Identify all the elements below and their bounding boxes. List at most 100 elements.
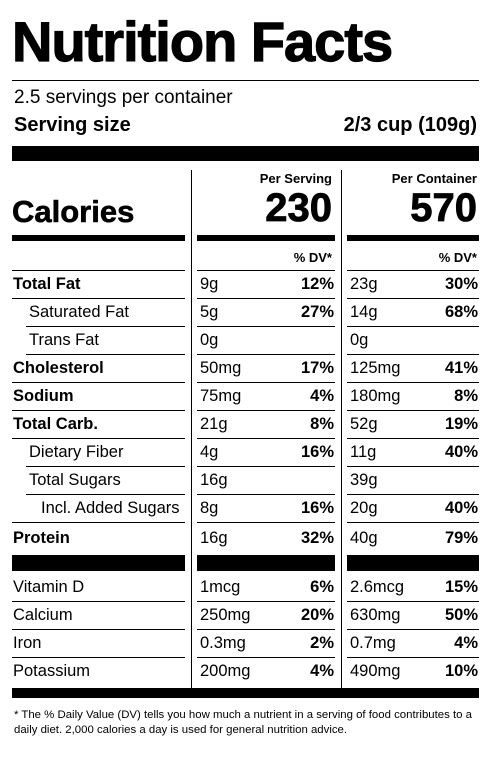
- nutrient-row-divider: [197, 466, 335, 467]
- vitamin-row-divider: [197, 629, 335, 630]
- dv-header-container: % DV*: [438, 250, 477, 265]
- nutrient-serving-amount: 21g: [200, 415, 228, 433]
- vitamin-serving-dv: 6%: [310, 578, 334, 596]
- nutrient-name: Trans Fat: [29, 331, 99, 349]
- nutrient-row-divider: [12, 522, 185, 523]
- nutrient-row-divider: [347, 410, 479, 411]
- nutrient-row-divider: [26, 494, 185, 495]
- calories-rule-3: [347, 235, 479, 241]
- serving-size-value: 2/3 cup (109g): [343, 114, 477, 136]
- vitamin-serving-dv: 20%: [300, 606, 334, 624]
- vitamin-container-amount: 490mg: [350, 662, 401, 680]
- per-container-header: Per Container: [391, 171, 477, 186]
- nutrient-serving-amount: 4g: [200, 443, 219, 461]
- nutrient-serving-amount: 16g: [200, 529, 228, 547]
- nutrient-row-divider: [347, 438, 479, 439]
- vitamin-row-divider: [347, 601, 479, 602]
- nutrient-row: Total Carb. 21g 8% 52g 19%: [0, 410, 491, 438]
- vitamin-row-divider: [347, 629, 479, 630]
- daily-value-footnote: * The % Daily Value (DV) tells you how m…: [14, 709, 472, 736]
- nutrient-container-dv: 30%: [444, 275, 478, 293]
- nutrient-row-divider: [197, 410, 335, 411]
- nutrient-container-amount: 11g: [350, 443, 377, 461]
- nutrient-name: Sodium: [13, 387, 74, 405]
- nutrient-serving-dv: 4%: [310, 387, 334, 405]
- vitamin-row: Calcium 250mg 20% 630mg 50%: [0, 601, 491, 629]
- nutrient-name: Cholesterol: [13, 359, 104, 377]
- nutrient-row-divider: [347, 466, 479, 467]
- vitamin-serving-amount: 200mg: [200, 662, 251, 680]
- nutrient-row-divider: [347, 522, 479, 523]
- nutrient-name: Total Carb.: [13, 415, 98, 433]
- nutrient-serving-amount: 50mg: [200, 359, 242, 377]
- nutrient-serving-dv: 27%: [300, 303, 334, 321]
- nutrient-row-divider: [347, 270, 479, 271]
- calories-per-serving: 230: [265, 186, 333, 230]
- nutrient-container-dv: 41%: [444, 359, 478, 377]
- nutrient-row-divider: [12, 298, 185, 299]
- nutrient-container-dv: 68%: [444, 303, 478, 321]
- nutrient-row-divider: [12, 270, 185, 271]
- nutrient-row-divider: [347, 382, 479, 383]
- nutrient-row-divider: [347, 298, 479, 299]
- vitamin-container-amount: 2.6mcg: [350, 578, 405, 596]
- vitamin-row: Vitamin D 1mcg 6% 2.6mcg 15%: [0, 573, 491, 601]
- calories-rule-2: [197, 235, 335, 241]
- nutrient-row-divider: [197, 522, 335, 523]
- nutrient-serving-dv: 12%: [300, 275, 334, 293]
- nutrient-row-divider: [12, 410, 185, 411]
- nutrient-row: Saturated Fat 5g 27% 14g 68%: [0, 298, 491, 326]
- nutrient-row-divider: [347, 326, 479, 327]
- nutrient-container-dv: 19%: [444, 415, 478, 433]
- nutrient-row-divider: [197, 382, 335, 383]
- vitamin-row-divider: [197, 657, 335, 658]
- nutrient-container-amount: 125mg: [350, 359, 401, 377]
- column-divider-1: [191, 170, 192, 690]
- vitamin-row-divider: [12, 601, 185, 602]
- nutrient-row-divider: [197, 354, 335, 355]
- nutrient-container-dv: 40%: [444, 499, 478, 517]
- nutrient-row-divider: [347, 354, 479, 355]
- nutrient-name: Total Fat: [13, 275, 81, 293]
- vitamin-row: Iron 0.3mg 2% 0.7mg 4%: [0, 629, 491, 657]
- label-title: Nutrition Facts: [11, 10, 393, 73]
- vitamin-container-dv: 50%: [444, 606, 478, 624]
- calories-label: Calories: [12, 194, 135, 229]
- nutrient-row: Total Fat 9g 12% 23g 30%: [0, 270, 491, 298]
- nutrient-serving-dv: 32%: [300, 529, 334, 547]
- nutrient-serving-dv: 16%: [300, 499, 334, 517]
- serving-size-label: Serving size: [14, 114, 131, 136]
- vitamin-name: Iron: [13, 634, 42, 652]
- vitamin-row-divider: [197, 601, 335, 602]
- nutrient-name: Incl. Added Sugars: [41, 499, 180, 517]
- nutrient-row: Total Sugars 16g 39g: [0, 466, 491, 494]
- nutrient-serving-amount: 16g: [200, 471, 228, 489]
- vitamin-row-divider: [347, 657, 479, 658]
- nutrient-row: Incl. Added Sugars 8g 16% 20g 40%: [0, 494, 491, 522]
- nutrient-row: Trans Fat 0g 0g: [0, 326, 491, 354]
- title-rule: [12, 80, 479, 81]
- vitamin-serving-dv: 2%: [310, 634, 334, 652]
- vitamin-container-dv: 4%: [454, 634, 478, 652]
- nutrient-serving-dv: 17%: [300, 359, 334, 377]
- nutrient-row-divider: [26, 354, 185, 355]
- calories-rule-1: [12, 235, 185, 241]
- bottom-thick-rule: [12, 688, 479, 698]
- servings-per-container: 2.5 servings per container: [14, 87, 233, 108]
- nutrient-row: Dietary Fiber 4g 16% 11g 40%: [0, 438, 491, 466]
- nutrient-row: Protein 16g 32% 40g 79%: [0, 524, 491, 552]
- nutrient-row-divider: [197, 494, 335, 495]
- thick-rule-top: [12, 146, 479, 161]
- vitamin-name: Potassium: [13, 662, 91, 680]
- vitamin-row: Potassium 200mg 4% 490mg 10%: [0, 657, 491, 685]
- calories-per-container: 570: [410, 186, 478, 230]
- nutrient-row-divider: [12, 438, 185, 439]
- vitamin-serving-amount: 250mg: [200, 606, 251, 624]
- nutrient-container-amount: 23g: [350, 275, 378, 293]
- nutrient-container-amount: 0g: [350, 331, 369, 349]
- nutrient-serving-amount: 0g: [200, 331, 219, 349]
- vitamin-name: Vitamin D: [13, 578, 85, 596]
- nutrient-container-amount: 40g: [350, 529, 378, 547]
- vitamin-row-divider: [12, 657, 185, 658]
- nutrient-container-amount: 20g: [350, 499, 378, 517]
